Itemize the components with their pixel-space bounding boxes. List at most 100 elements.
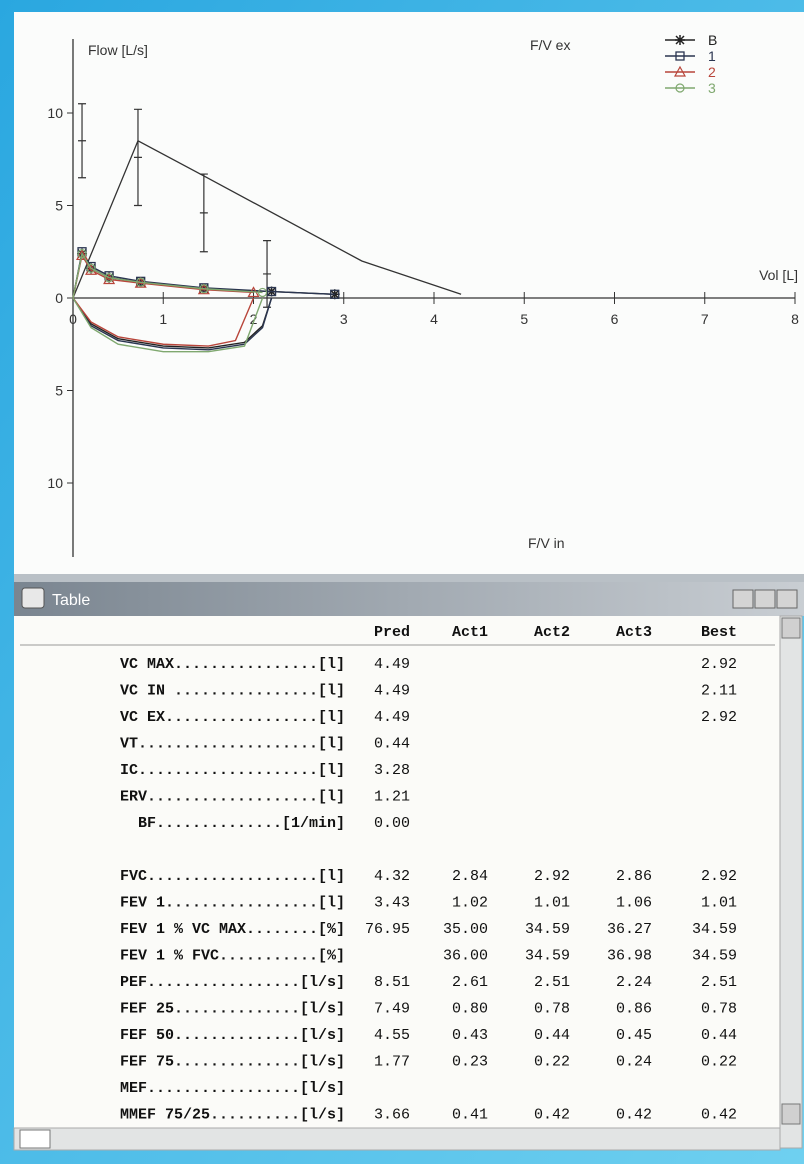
cell: 0.44	[701, 1027, 737, 1044]
row-label: VC IN ................[l]	[120, 683, 345, 700]
y-tick-label: 0	[55, 290, 63, 306]
vertical-scrollbar[interactable]	[780, 616, 802, 1148]
x-tick-label: 5	[520, 311, 528, 327]
cell: 0.44	[534, 1027, 570, 1044]
top-label: F/V ex	[530, 37, 570, 53]
cell: 7.49	[374, 1001, 410, 1018]
row-label: FEF 50..............[l/s]	[120, 1027, 345, 1044]
cell: 0.42	[701, 1107, 737, 1124]
cell: 4.55	[374, 1027, 410, 1044]
x-tick-label: 0	[69, 311, 77, 327]
title-bar	[14, 582, 804, 616]
cell: 2.86	[616, 868, 652, 885]
cell: 3.66	[374, 1107, 410, 1124]
screen: Table 0123456781050510Flow [L/s]Vol [L]F…	[0, 0, 804, 1164]
row-label: ERV...................[l]	[120, 789, 345, 806]
cell: 4.49	[374, 656, 410, 673]
close-button[interactable]	[777, 590, 797, 608]
row-label: FVC...................[l]	[120, 868, 345, 885]
row-label: BF..............[1/min]	[138, 815, 345, 832]
scroll-up[interactable]	[782, 618, 800, 638]
y-tick-label: 5	[55, 198, 63, 214]
row-label: FEF 75..............[l/s]	[120, 1054, 345, 1071]
horizontal-scrollbar[interactable]	[14, 1128, 780, 1150]
column-header: Act2	[534, 624, 570, 641]
column-header: Best	[701, 624, 737, 641]
marker	[675, 35, 685, 45]
scroll-down[interactable]	[782, 1104, 800, 1124]
cell: 1.77	[374, 1054, 410, 1071]
cell: 0.00	[374, 815, 410, 832]
y-axis-label: Flow [L/s]	[88, 42, 148, 58]
chart-panel	[14, 12, 804, 574]
cell: 0.78	[701, 1001, 737, 1018]
cell: 2.24	[616, 974, 652, 991]
cell: 0.44	[374, 736, 410, 753]
cell: 4.49	[374, 709, 410, 726]
row-label: MMEF 75/25..........[l/s]	[120, 1107, 345, 1124]
row-label: MEF.................[l/s]	[120, 1080, 345, 1097]
cell: 8.51	[374, 974, 410, 991]
row-label: PEF.................[l/s]	[120, 974, 345, 991]
cell: 1.01	[534, 895, 570, 912]
column-header: Act1	[452, 624, 488, 641]
cell: 35.00	[443, 921, 488, 938]
legend-label: 1	[708, 48, 716, 64]
cell: 0.22	[701, 1054, 737, 1071]
cell: 0.42	[616, 1107, 652, 1124]
scroll-thumb[interactable]	[20, 1130, 50, 1148]
cell: 36.98	[607, 948, 652, 965]
row-label: FEV 1 % FVC...........[%]	[120, 948, 345, 965]
x-tick-label: 3	[340, 311, 348, 327]
x-tick-label: 6	[611, 311, 619, 327]
cell: 4.49	[374, 683, 410, 700]
y-tick-label: 10	[47, 475, 63, 491]
cell: 36.27	[607, 921, 652, 938]
cell: 34.59	[525, 921, 570, 938]
x-tick-label: 7	[701, 311, 709, 327]
row-label: FEV 1.................[l]	[120, 895, 345, 912]
x-tick-label: 4	[430, 311, 438, 327]
legend-label: 2	[708, 64, 716, 80]
window-icon	[22, 588, 44, 608]
cell: 0.24	[616, 1054, 652, 1071]
cell: 34.59	[692, 948, 737, 965]
cell: 2.11	[701, 683, 737, 700]
minimize-button[interactable]	[733, 590, 753, 608]
row-label: VT....................[l]	[120, 736, 345, 753]
cell: 34.59	[692, 921, 737, 938]
x-axis-label: Vol [L]	[759, 267, 798, 283]
cell: 2.84	[452, 868, 488, 885]
cell: 1.02	[452, 895, 488, 912]
row-label: VC EX.................[l]	[120, 709, 345, 726]
x-tick-label: 1	[159, 311, 167, 327]
cell: 2.51	[534, 974, 570, 991]
cell: 0.80	[452, 1001, 488, 1018]
cell: 2.61	[452, 974, 488, 991]
cell: 1.06	[616, 895, 652, 912]
window-title: Table	[52, 592, 90, 609]
splitter	[14, 574, 804, 582]
cell: 0.42	[534, 1107, 570, 1124]
row-label: FEF 25..............[l/s]	[120, 1001, 345, 1018]
cell: 0.86	[616, 1001, 652, 1018]
cell: 34.59	[525, 948, 570, 965]
cell: 1.01	[701, 895, 737, 912]
cell: 4.32	[374, 868, 410, 885]
cell: 2.92	[534, 868, 570, 885]
cell: 0.45	[616, 1027, 652, 1044]
cell: 0.41	[452, 1107, 488, 1124]
cell: 2.92	[701, 656, 737, 673]
cell: 0.22	[534, 1054, 570, 1071]
y-tick-label: 5	[55, 383, 63, 399]
cell: 0.78	[534, 1001, 570, 1018]
cell: 76.95	[365, 921, 410, 938]
column-header: Pred	[374, 624, 410, 641]
maximize-button[interactable]	[755, 590, 775, 608]
bottom-label: F/V in	[528, 535, 565, 551]
x-tick-label: 8	[791, 311, 799, 327]
legend-label: 3	[708, 80, 716, 96]
column-header: Act3	[616, 624, 652, 641]
row-label: IC....................[l]	[120, 762, 345, 779]
cell: 0.43	[452, 1027, 488, 1044]
